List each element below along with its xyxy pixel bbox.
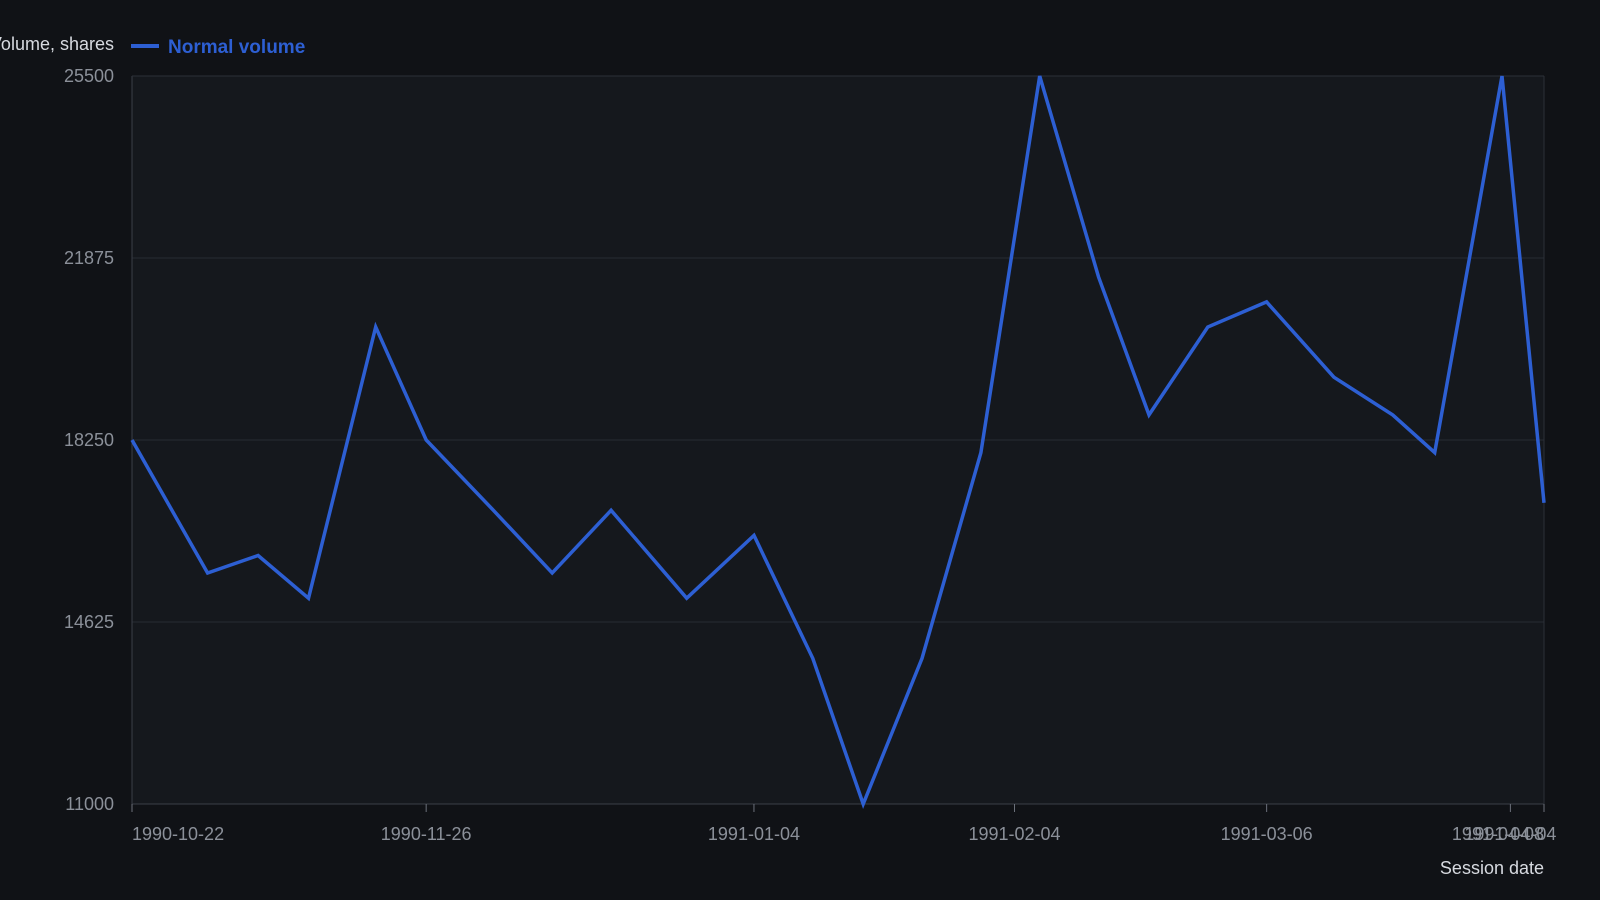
x-axis-title: Session date [1440, 858, 1544, 878]
x-tick-label: 1991-02-04 [968, 824, 1060, 844]
x-tick-label: 1991-03-06 [1221, 824, 1313, 844]
x-tick-label: 1991-01-04 [708, 824, 800, 844]
x-tick-labels: 1990-10-22 1990-11-26 1991-01-04 1991-02-04… [132, 824, 1556, 844]
legend: Normal volume [131, 37, 305, 58]
series-line-normal-volume [130, 75, 1546, 809]
legend-label-normal-volume: Normal volume [168, 37, 305, 58]
y-tick-labels: 11000 14625 18250 21875 25500 [64, 66, 114, 814]
x-tick-label: 1990-11-26 [381, 824, 472, 844]
y-axis-title: Volume, shares [0, 34, 114, 54]
y-tick-label: 21875 [64, 248, 114, 268]
y-tick-label: 25500 [64, 66, 114, 86]
x-tick-label: 1991-04-04 [1464, 824, 1556, 844]
x-tick-label: 1991-04-08 [1452, 824, 1544, 844]
y-tick-label: 11000 [65, 794, 114, 814]
y-tick-label: 14625 [64, 612, 114, 632]
series-lines [130, 75, 1546, 809]
x-tick-label: 1990-10-22 [132, 824, 224, 844]
axes [131, 75, 1545, 812]
y-tick-label: 18250 [64, 430, 114, 450]
